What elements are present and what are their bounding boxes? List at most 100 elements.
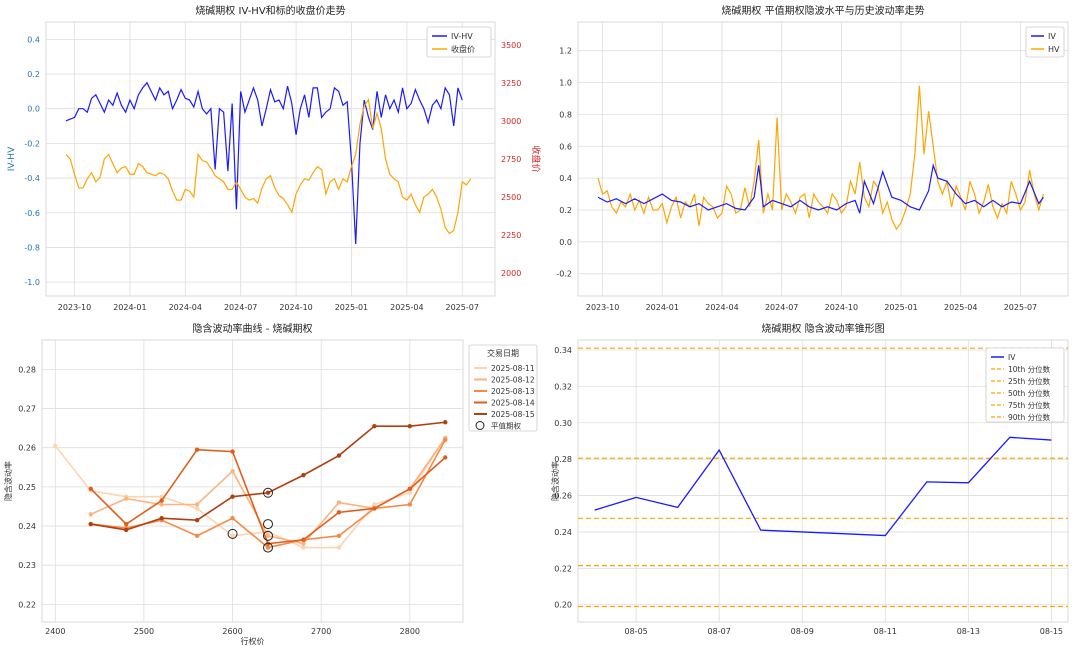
x-tick-label: 2024-10 [825,303,858,312]
data-point [407,423,413,429]
y-tick-label: 0.8 [559,110,572,119]
data-point [265,533,271,539]
data-point [194,447,200,452]
y-tick-label: 0.23 [18,561,36,570]
data-point [443,455,448,460]
x-tick-label: 08-07 [708,627,731,636]
x-tick-label: 2024-04 [169,303,202,312]
y2-tick-label: 3000 [501,117,521,126]
data-point [194,517,200,523]
x-tick-label: 2025-07 [1004,303,1037,312]
x-tick-label: 2025-07 [446,303,479,312]
data-point [88,486,93,492]
legend-label: IV [1008,353,1016,362]
data-point [159,516,164,521]
y-tick-label: 0.25 [18,483,36,492]
data-point [443,437,448,443]
data-point [301,537,306,542]
y-tick-label: -0.4 [24,174,40,183]
y-tick-label: 0.0 [559,238,572,247]
x-tick-label: 2024-01 [646,303,679,312]
legend-box [468,344,538,432]
data-point [159,502,164,507]
legend-label: HV [1048,45,1060,54]
x-tick-label: 2600 [222,627,242,636]
series-line-iv [597,163,1044,214]
x-tick-label: 2024-01 [113,303,146,312]
data-point [336,510,342,515]
data-point [230,516,235,521]
data-point [407,502,413,507]
atm-marker [263,519,274,530]
data-point [194,502,200,507]
y-tick-label: 0.22 [554,564,572,573]
legend-box [985,347,1065,423]
data-point [301,541,306,546]
chart-iv-smile: 0.22 0.23 0.24 0.25 0.26 0.27 0.28 2400 2500 2600… [3,322,538,646]
x-tick-label: 2025-04 [390,303,423,312]
data-point [407,486,413,492]
data-point [124,521,129,527]
x-tick-label: 2024-07 [224,303,257,312]
legend-label: IV [1048,32,1056,41]
legend-label: 50th 分位数 [1008,388,1051,398]
data-point [53,443,58,448]
plot-area-frame [577,21,1069,297]
data-point [230,533,235,539]
data-point [194,506,200,511]
x-tick-label: 08-05 [625,627,648,636]
x-tick-label: 2400 [45,627,65,636]
data-point [194,533,200,539]
legend-label: 10th 分位数 [1008,364,1051,374]
data-point [265,490,271,495]
y-tick-label: 0.2 [559,206,572,215]
data-point [336,453,342,458]
y-tick-label: 1.0 [559,79,572,88]
legend-label: 90th 分位数 [1008,412,1051,422]
x-tick-label: 2024-07 [765,303,798,312]
y2-tick-label: 2250 [501,231,521,240]
data-point [88,512,93,517]
legend-label: IV-HV [451,32,473,41]
atm-marker [227,528,238,539]
data-point [88,521,93,527]
y-tick-label: 0.28 [554,455,572,464]
x-tick-label: 2025-01 [335,303,368,312]
data-point [230,469,235,474]
x-tick-label: 2800 [400,627,420,636]
chart-title: 隐含波动率曲线 - 烧碱期权 [193,322,313,335]
y-tick-label: 0.20 [554,601,572,610]
atm-marker [263,487,274,498]
legend-label: 2025-08-12 [491,376,535,385]
x-tick-label: 08-13 [957,627,980,636]
y-tick-label: 0.2 [27,70,40,79]
data-point [372,506,377,511]
chart-title: 烧碱期权 IV-HV和标的收盘价走势 [195,4,345,17]
y-tick-label: 0.32 [554,382,572,391]
data-point [336,500,342,505]
data-point [336,545,342,550]
y-tick-label: 0.24 [554,528,572,537]
atm-marker [263,530,274,541]
y-tick-label: 1.2 [559,47,572,56]
y-tick-label: 0.26 [18,444,36,453]
data-point [301,472,306,478]
series-line-hv [597,85,1044,231]
legend-label: 75th 分位数 [1008,400,1051,410]
y-tick-label: 0.24 [18,522,36,531]
x-axis-label: 行权价 [241,636,265,646]
y-tick-label: -1.0 [24,278,40,287]
y-tick-label: 0.4 [27,35,40,44]
legend-title: 交易日期 [487,348,519,358]
y-tick-label: 0.6 [559,142,572,151]
y-tick-label: -0.2 [24,139,40,148]
legend-label: 2025-08-13 [491,387,535,396]
data-point [265,541,271,546]
y-tick-label: 0.27 [18,405,36,414]
data-point [336,533,342,539]
legend-label: 2025-08-14 [491,399,535,408]
y-tick-label: 0.34 [554,346,572,355]
legend-atm-marker [475,421,485,430]
data-point [372,423,377,429]
